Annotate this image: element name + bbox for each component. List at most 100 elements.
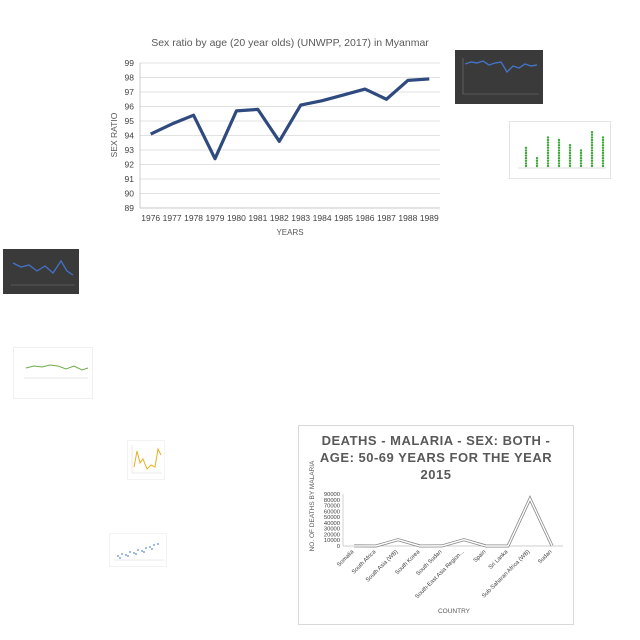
thumbnail-dot [601,146,605,149]
thumbnail-dot [579,162,583,165]
thumbnail-dot [579,164,583,168]
thumbnail-dot [579,149,583,152]
series-line [150,77,430,161]
thumbnail-dot [557,157,561,160]
thumbnail-dot [557,138,561,142]
x-tick-label: 1982 [270,213,289,223]
thumbnail-dot [524,159,528,162]
malaria-series-line [353,496,553,547]
thumbnail-dot [535,159,539,162]
x-tick-label: 1988 [398,213,417,223]
main-line-chart: Sex ratio by age (20 year olds) (UNWPP, … [109,37,440,237]
x-tick-label: 1985 [334,213,353,223]
thumbnail-dot [590,141,594,144]
thumbnail-dot [601,157,605,160]
thumbnail-dot [535,157,539,160]
thumbnail-dot [546,159,550,162]
thumbnail-scatter-point [127,555,129,557]
malaria-x-tick-label: Spain [473,549,488,564]
thumbnail-dot [601,162,605,165]
thumbnail-yellow-plot [131,445,162,474]
thumbnail-scatter-point [117,555,119,557]
thumbnail-scatter-point [145,547,147,549]
thumbnail-scatter-plot [114,543,164,561]
thumbnail-dot [557,162,561,165]
thumbnail-dot [568,151,572,155]
thumbnail-dot [546,136,550,139]
thumbnail-dot [524,162,528,165]
thumbnail-dot [535,162,539,165]
thumbnail-dot [590,157,594,160]
y-tick-label: 94 [125,131,135,141]
x-axis-label: YEARS [276,228,303,237]
malaria-y-tick-label: 40000 [324,521,340,527]
x-tick-label: 1978 [184,213,203,223]
thumbnail-scatter-point [133,552,135,554]
malaria-y-tick-label: 70000 [324,504,340,510]
y-tick-label: 98 [125,73,135,83]
thumbnail-left-dark-chart [3,249,79,294]
chart-title: Sex ratio by age (20 year olds) (UNWPP, … [151,37,429,49]
malaria-y-tick-label: 50000 [324,515,340,521]
malaria-y-tick-label: 10000 [324,538,340,544]
thumbnail-dot [590,159,594,162]
malaria-x-tick-label: Sub-Saharan Africa (WB) [481,549,531,599]
x-tick-label: 1979 [206,213,225,223]
thumbnail-dot [579,157,583,160]
malaria-y-tick-label: 80000 [324,498,340,504]
thumbnail-dot [524,151,528,155]
thumbnail-dot [601,151,605,155]
thumbnail-dot [557,151,561,155]
y-tick-label: 99 [125,58,135,68]
thumbnail-dot [546,164,550,168]
thumbnail-dot [546,154,550,157]
thumbnail-scatter-point [119,557,121,559]
thumbnail-dot [579,151,583,155]
malaria-y-tick-label: 60000 [324,509,340,515]
thumbnail-light-line-chart [13,347,93,399]
y-axis-label: SEX RATIO [109,112,119,157]
malaria-series-outline [353,495,554,548]
thumbnail-scatter-point [121,553,123,555]
thumbnail-dot [546,151,550,155]
thumbnail-light-line-plot [24,364,89,379]
thumbnail-green-dot-chart [509,121,611,179]
thumbnail-dot [590,154,594,157]
thumbnail-dot [546,144,550,147]
malaria-chart-frame: DEATHS - MALARIA - SEX: BOTH - AGE: 50-6… [298,425,574,625]
thumbnail-dot [601,149,605,152]
malaria-chart-title: DEATHS - MALARIA - SEX: BOTH - AGE: 50-6… [319,433,553,482]
thumbnail-dot [568,146,572,149]
thumbnail-dot [601,154,605,157]
thumbnail-dark-line-chart [455,50,543,104]
x-tick-label: 1989 [420,213,439,223]
thumbnail-dot [535,164,539,168]
malaria-y-tick-label: 30000 [324,527,340,533]
thumbnail-dot [601,144,605,147]
malaria-x-tick-label: Sri Lanka [488,549,510,571]
thumbnail-dot [590,162,594,165]
thumbnail-dot [546,157,550,160]
thumbnail-dot [568,144,572,147]
y-tick-label: 93 [125,145,135,155]
thumbnail-dot [568,162,572,165]
y-tick-label: 92 [125,160,135,170]
thumbnail-dot [568,159,572,162]
y-tick-label: 89 [125,203,135,213]
y-tick-label: 95 [125,116,135,126]
thumbnail-yellow-chart [127,440,165,480]
thumbnail-dot [557,159,561,162]
thumbnail-dot [524,154,528,157]
x-tick-label: 1983 [291,213,310,223]
thumbnail-scatter-chart [109,533,167,567]
thumbnail-dot [557,144,561,147]
malaria-x-axis-label: COUNTRY [438,608,471,615]
thumbnail-dot [590,138,594,142]
thumbnail-dot [524,146,528,149]
thumbnail-dot [546,162,550,165]
malaria-y-axis-label: NO. OF DEATHS BY MALARIA [309,460,316,551]
x-tick-label: 1987 [377,213,396,223]
thumbnail-dot [557,164,561,168]
x-tick-label: 1981 [248,213,267,223]
thumbnail-scatter-point [141,550,143,552]
